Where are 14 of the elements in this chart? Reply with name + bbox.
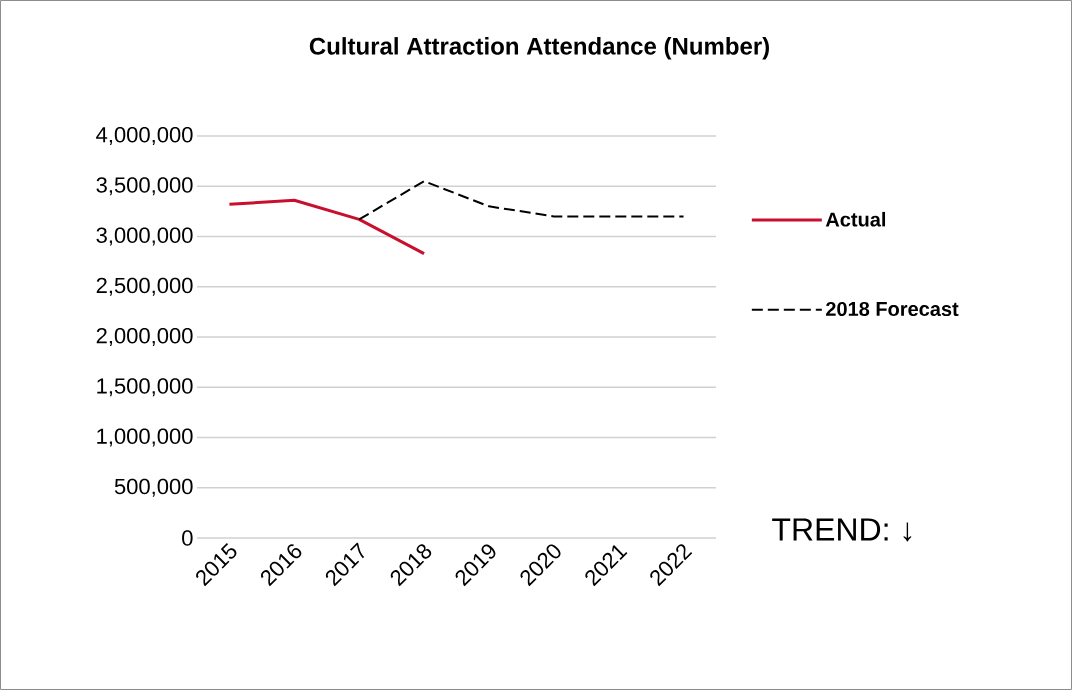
- y-tick-label: 2,500,000: [96, 277, 193, 296]
- text: TREND: ↓: [772, 518, 912, 542]
- legend-label: 2018 Forecast: [826, 301, 959, 317]
- y-tick-label: 1,000,000: [97, 428, 193, 447]
- y-tick-label: 4,000,000: [96, 126, 193, 146]
- y-tick-label: 3,500,000: [96, 177, 193, 196]
- y-tick-label: 3,000,000: [96, 227, 193, 246]
- y-tick-label: 500,000: [114, 478, 193, 497]
- chart-title: Cultural Attraction Attendance (Number): [309, 37, 769, 60]
- y-tick-label: 2,000,000: [96, 327, 193, 347]
- y-tick-label: 1,500,000: [97, 378, 193, 397]
- legend-label: Actual: [825, 211, 886, 227]
- line-series: [227, 198, 426, 256]
- y-tick-label: 0: [182, 530, 193, 546]
